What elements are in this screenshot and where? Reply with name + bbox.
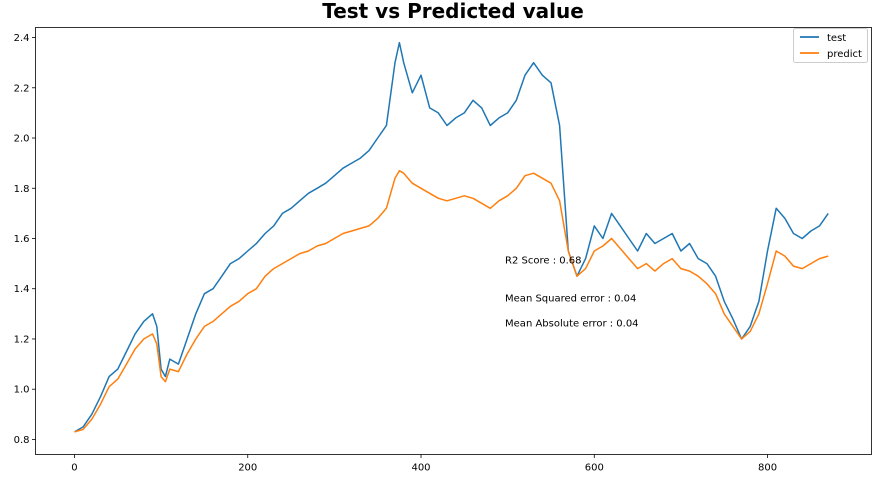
y-tick-label: 1.4: [14, 284, 30, 295]
series-line-test: [74, 41, 829, 433]
legend: test predict: [793, 28, 868, 63]
annotation-layer: R2 Score : 0.68 Mean Squared error : 0.04…: [505, 256, 639, 330]
annotation-text: Mean Squared error : 0.04: [505, 293, 636, 304]
y-tick-label: 0.8: [14, 435, 30, 446]
y-tick-label: 1.8: [14, 184, 30, 195]
legend-label-test: test: [827, 33, 846, 44]
chart-title: Test vs Predicted value: [322, 0, 584, 23]
y-tick-label: 2.4: [14, 33, 30, 44]
annotation-text: R2 Score : 0.68: [505, 256, 582, 267]
y-tick-label: 1.6: [14, 234, 30, 245]
x-tick-label: 200: [238, 463, 257, 474]
x-axis: 0 200 400 600 800: [71, 454, 777, 474]
x-tick-label: 600: [585, 463, 604, 474]
plot-frame: [35, 27, 872, 455]
y-tick-label: 2.2: [14, 83, 30, 94]
x-tick-label: 800: [758, 463, 777, 474]
x-tick-label: 0: [71, 463, 77, 474]
legend-label-predict: predict: [827, 49, 862, 60]
y-tick-label: 1.0: [14, 385, 30, 396]
y-tick-label: 1.2: [14, 334, 30, 345]
y-tick-label: 2.0: [14, 134, 30, 145]
series-line-predict: [74, 169, 829, 433]
series-layer: [74, 41, 829, 433]
y-axis: 0.8 1.0 1.2 1.4 1.6 1.8 2.0 2.2 2.4: [14, 33, 36, 446]
x-tick-label: 400: [411, 463, 430, 474]
annotation-text: Mean Absolute error : 0.04: [505, 318, 639, 329]
